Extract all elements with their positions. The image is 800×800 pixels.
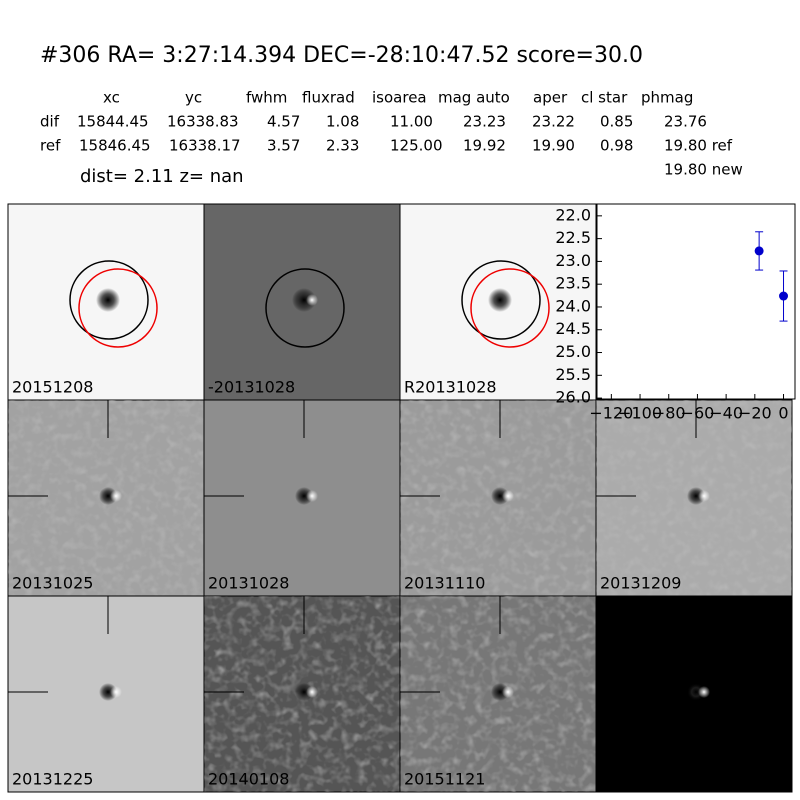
y-tick-label: 22.0 [555,205,591,224]
table-cell: 16338.17 [169,137,241,155]
aperture-ref [470,268,550,348]
aperture [265,268,345,348]
panel-label: 20151208 [12,378,93,397]
x-tick-label: −100 [618,404,662,423]
plot-area [596,203,796,400]
residual [306,294,318,306]
residual [306,490,318,502]
residual [698,490,710,502]
column-header: xc [103,89,120,107]
table-cell: 0.85 [600,113,633,131]
y-tick-label: 22.5 [555,228,591,247]
source [488,288,512,312]
table-cell: 3.57 [267,137,300,155]
residual [110,686,122,698]
x-tick-label: −40 [709,404,743,423]
panel-label: 20151208 [600,770,681,789]
panel-label: -20131028 [208,378,295,397]
y-tick-label: 24.0 [555,296,591,315]
x-tick-label: −80 [652,404,686,423]
table-cell: 23.22 [532,113,575,131]
column-header: fwhm [246,89,287,107]
point [779,291,789,301]
column-header: aper [533,89,568,107]
panel-label: 20131225 [12,770,93,789]
residual [110,490,122,502]
aperture [461,260,541,340]
table-cell: 16338.83 [167,113,239,131]
y-tick-label: 24.5 [555,319,591,338]
column-header: fluxrad [302,89,355,107]
title: #306 RA= 3:27:14.394 DEC=-28:10:47.52 sc… [40,43,643,68]
residual [306,686,318,698]
y-tick-label: 23.5 [555,274,591,293]
y-tick-label: 26.0 [555,388,591,407]
table-cell: 125.00 [390,137,443,155]
x-tick-label: −20 [738,404,772,423]
source [96,288,120,312]
residual [698,686,710,698]
table-cell: 0.98 [600,137,633,155]
table-cell: 23.76 [664,113,707,131]
point [754,246,764,256]
column-header: phmag [641,89,693,107]
panel-label: 20131025 [12,574,93,593]
y-tick-label: 25.5 [555,365,591,384]
x-tick-label: 0 [778,404,788,423]
panel-label: R20131028 [404,378,497,397]
x-tick-label: −120 [589,404,633,423]
residual [502,686,514,698]
panel-label: 20131028 [208,574,289,593]
table-cell: 1.08 [326,113,359,131]
x-tick-label: −60 [681,404,715,423]
residual [502,490,514,502]
aperture-ref [78,268,158,348]
table-cell: 11.00 [390,113,433,131]
table-cell: dif [40,113,60,131]
panel-label: 20140108 [208,770,289,789]
table-cell: 19.90 [532,137,575,155]
dist: dist= 2.11 z= nan [80,166,244,187]
table-cell: 4.57 [267,113,300,131]
panel-label: 20151121 [404,770,485,789]
column-header: cl star [581,89,628,107]
panel-label: 20131110 [404,574,485,593]
table-cell: 15846.45 [79,137,151,155]
y-tick-label: 25.0 [555,342,591,361]
table-cell: 19.80 ref [664,137,733,155]
table-cell: ref [40,137,61,155]
column-header: yc [185,89,202,107]
table-cell: 23.23 [463,113,506,131]
column-header: isoarea [372,89,427,107]
panel-label: 20131209 [600,574,681,593]
table-cell: 15844.45 [77,113,149,131]
table-cell: 19.92 [463,137,506,155]
table-cell: 2.33 [326,137,359,155]
extra: 19.80 new [664,161,743,179]
aperture [69,260,149,340]
column-header: mag auto [438,89,510,107]
y-tick-label: 23.0 [555,251,591,270]
source [292,288,316,312]
